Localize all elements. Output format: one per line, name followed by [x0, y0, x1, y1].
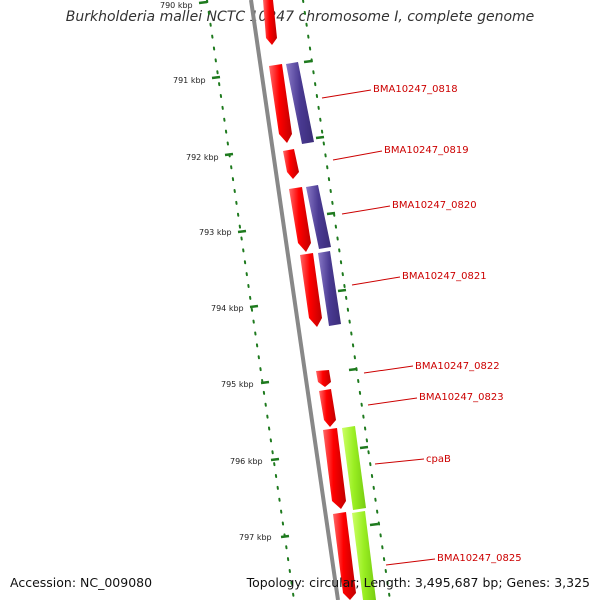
kbp-label: 797 kbp	[239, 533, 272, 542]
cpa-feature	[342, 426, 366, 510]
tick-ruler	[206, 0, 391, 600]
gene-label: BMA10247_0819	[384, 145, 469, 156]
kbp-label: 791 kbp	[173, 76, 206, 85]
kbp-label: 796 kbp	[230, 457, 263, 466]
gene-features	[286, 62, 341, 326]
leader-lines	[321, 89, 436, 566]
cds-feature	[316, 370, 331, 387]
kbp-label: 794 kbp	[211, 304, 244, 313]
gene-label: BMA10247_0822	[415, 361, 500, 372]
gene-label: BMA10247_0818	[373, 84, 458, 95]
map-title: Burkholderia mallei NCTC 10247 chromosom…	[65, 9, 535, 25]
cds-features	[263, 0, 356, 600]
cds-feature	[289, 187, 311, 252]
cds-feature	[283, 149, 299, 179]
accession-text: Accession: NC_009080	[10, 575, 153, 590]
kbp-label: 790 kbp	[160, 1, 193, 10]
gene-labels: BMA10247_0818 BMA10247_0819 BMA10247_082…	[373, 84, 522, 564]
kbp-label: 793 kbp	[199, 228, 232, 237]
kbp-labels: 790 kbp 791 kbp 792 kbp 793 kbp 794 kbp …	[160, 1, 272, 542]
gene-feature	[286, 62, 314, 144]
kbp-label: 792 kbp	[186, 153, 219, 162]
gene-feature	[318, 251, 341, 326]
cds-feature	[269, 64, 292, 143]
gene-label: BMA10247_0825	[437, 553, 522, 564]
gene-feature	[306, 185, 331, 249]
genome-backbone	[249, 0, 340, 600]
gene-label: BMA10247_0820	[392, 200, 477, 211]
cpa-feature	[352, 511, 376, 600]
cds-feature	[263, 0, 277, 45]
cpa-features	[342, 426, 376, 600]
gene-label: BMA10247_0821	[402, 271, 487, 282]
kbp-label: 795 kbp	[221, 380, 254, 389]
cds-feature	[323, 428, 346, 509]
cds-feature	[333, 512, 356, 600]
gene-label: cpaB	[426, 454, 451, 465]
major-ticks	[198, 0, 379, 539]
genome-summary-text: Topology: circular; Length: 3,495,687 bp…	[246, 575, 590, 590]
gene-label: BMA10247_0823	[419, 392, 504, 403]
cds-feature	[300, 253, 322, 327]
cds-feature	[319, 389, 336, 427]
